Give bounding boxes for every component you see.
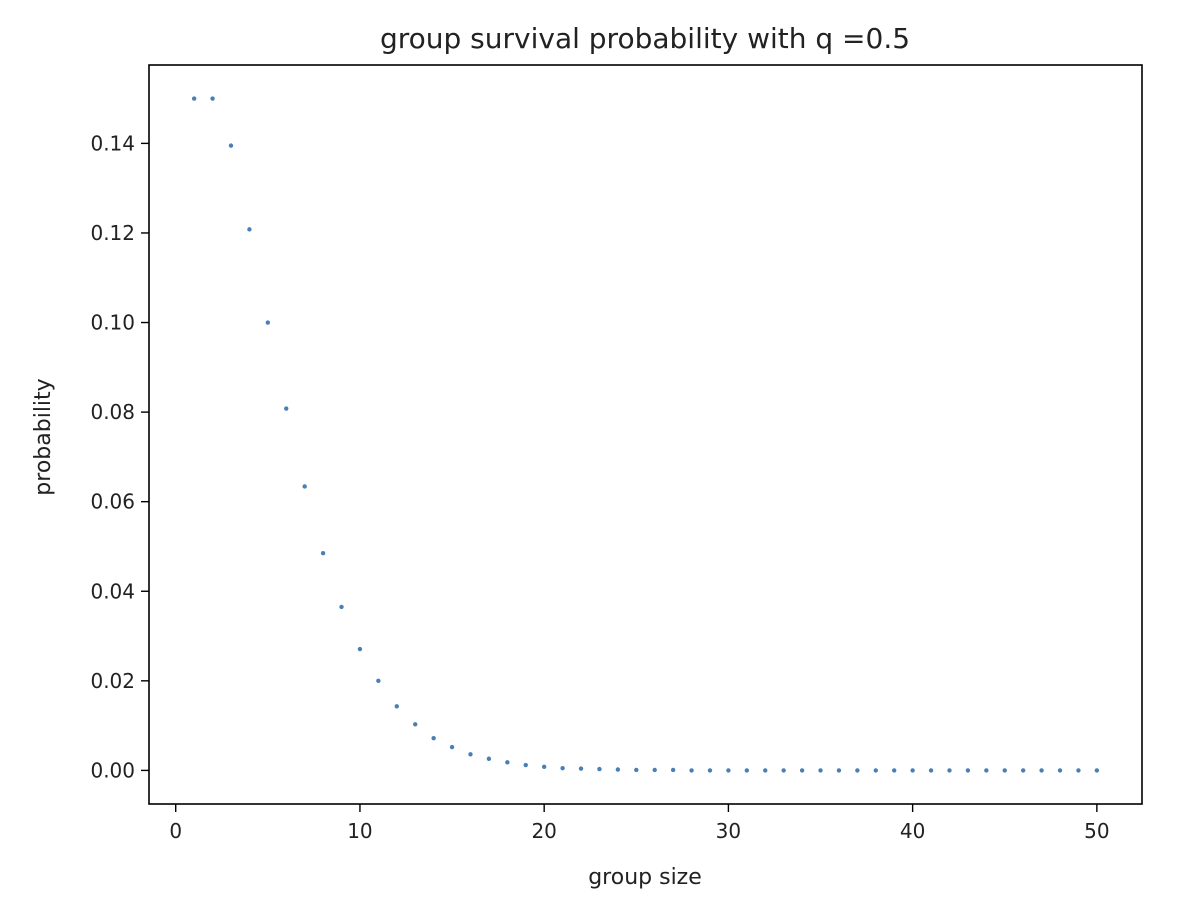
x-axis-label: group size	[588, 865, 702, 890]
data-point	[892, 768, 897, 773]
data-point	[1094, 768, 1100, 773]
data-point	[947, 768, 952, 773]
data-point	[670, 767, 676, 773]
y-tick-label: 0.06	[90, 490, 135, 514]
x-tick-label: 20	[531, 819, 556, 843]
x-axis-ticks: 0 10 20 30 40 50	[169, 804, 1110, 843]
data-point	[228, 143, 234, 148]
data-point	[376, 678, 381, 684]
x-tick-label: 0	[169, 819, 182, 843]
data-point	[1020, 768, 1026, 773]
y-tick-label: 0.14	[90, 131, 135, 155]
data-point	[855, 768, 860, 773]
data-point	[984, 768, 989, 773]
data-point	[210, 96, 215, 101]
data-point	[560, 765, 565, 771]
y-tick-label: 0.02	[90, 669, 135, 693]
data-point	[781, 768, 786, 773]
data-point	[320, 550, 326, 556]
data-point	[191, 96, 197, 101]
data-point	[652, 767, 657, 773]
chart-title: group survival probability with q =0.5	[380, 22, 910, 55]
data-point	[744, 768, 750, 773]
x-tick-label: 40	[900, 819, 925, 843]
data-point	[726, 768, 731, 773]
data-point	[468, 752, 473, 757]
x-tick-label: 50	[1084, 819, 1109, 843]
data-point	[615, 767, 621, 772]
y-tick-label: 0.10	[90, 311, 135, 335]
data-point	[247, 227, 252, 232]
y-tick-label: 0.04	[90, 579, 135, 603]
data-point	[1076, 768, 1081, 773]
y-tick-label: 0.00	[90, 758, 135, 782]
data-point	[1002, 768, 1007, 773]
data-point	[523, 762, 528, 768]
data-point	[394, 704, 399, 709]
plot-frame	[148, 64, 1143, 805]
data-point	[634, 767, 639, 773]
x-tick-label: 10	[347, 819, 372, 843]
data-point	[505, 760, 510, 765]
data-point	[965, 768, 971, 773]
data-point	[1057, 768, 1063, 773]
y-tick-label: 0.12	[90, 221, 135, 245]
data-point	[578, 766, 584, 771]
data-point	[836, 768, 842, 773]
data-point	[302, 484, 307, 489]
data-point	[689, 768, 694, 773]
y-tick-label: 0.08	[90, 400, 135, 424]
data-point	[265, 320, 271, 325]
data-point	[357, 646, 363, 652]
data-point	[707, 768, 713, 773]
data-point	[1039, 768, 1044, 773]
y-axis-label: probability	[31, 378, 56, 495]
data-point	[413, 722, 418, 727]
data-point	[910, 768, 915, 773]
data-point	[284, 406, 289, 411]
y-axis-ticks: 0.00 0.02 0.04 0.06 0.08 0.10 0.12 0.14	[90, 131, 149, 782]
data-point	[873, 768, 878, 773]
data-point	[541, 764, 547, 770]
data-point	[431, 735, 436, 741]
data-point	[597, 766, 602, 772]
x-tick-label: 30	[716, 819, 741, 843]
data-point	[449, 744, 455, 750]
data-points	[191, 96, 1100, 773]
data-point	[486, 756, 492, 761]
data-point	[799, 768, 805, 773]
data-point	[928, 768, 934, 773]
data-point	[763, 768, 768, 773]
data-point	[339, 604, 344, 610]
data-point	[818, 768, 823, 773]
